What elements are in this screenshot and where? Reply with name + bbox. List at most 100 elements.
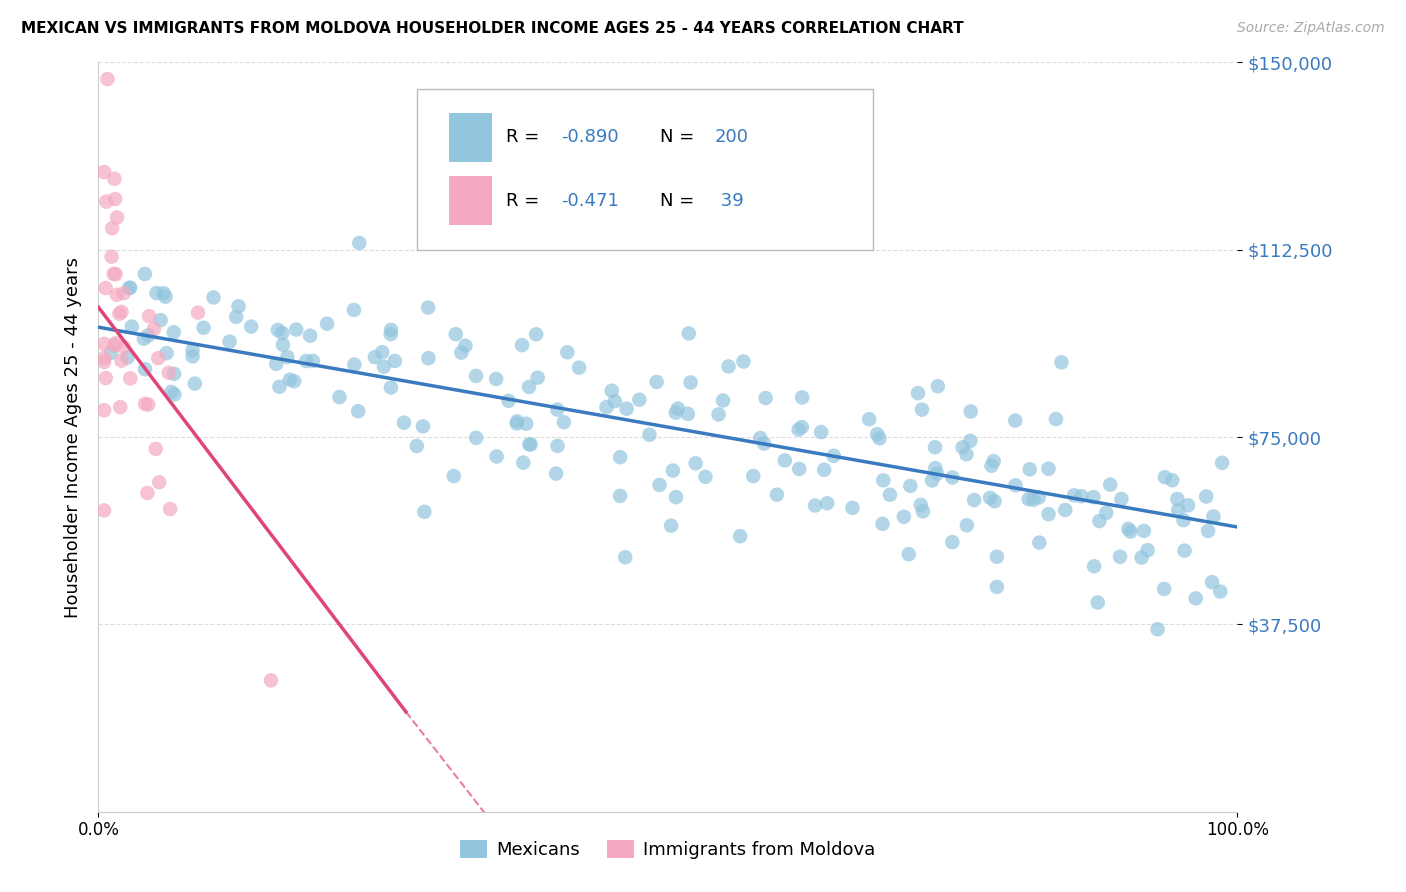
Point [413, 505, 436, 519]
Text: -0.471: -0.471 [561, 193, 619, 211]
Point [278, 373, 301, 387]
Point [766, 488, 789, 502]
Point [110, 305, 132, 319]
Point [103, 267, 125, 281]
Point [872, 473, 894, 487]
Point [118, 281, 141, 295]
Point [804, 499, 827, 513]
Point [465, 368, 488, 383]
Point [645, 375, 668, 389]
Point [138, 309, 160, 323]
Point [1038, 461, 1060, 475]
Point [614, 550, 637, 565]
Text: R =: R = [506, 128, 546, 146]
Point [155, 290, 177, 304]
Point [299, 328, 322, 343]
Point [1118, 522, 1140, 536]
Point [1099, 477, 1122, 491]
Point [202, 290, 225, 304]
Point [1197, 524, 1219, 538]
Point [927, 379, 949, 393]
Point [450, 345, 472, 359]
Point [1201, 575, 1223, 590]
Point [145, 442, 167, 456]
Point [328, 390, 350, 404]
Point [134, 267, 156, 281]
Point [134, 362, 156, 376]
Point [121, 319, 143, 334]
Point [963, 493, 986, 508]
Point [184, 376, 207, 391]
Text: MEXICAN VS IMMIGRANTS FROM MOLDOVA HOUSEHOLDER INCOME AGES 25 - 44 YEARS CORRELA: MEXICAN VS IMMIGRANTS FROM MOLDOVA HOUSE… [21, 21, 963, 36]
Point [103, 171, 125, 186]
Point [108, 307, 131, 321]
Text: Source: ZipAtlas.com: Source: ZipAtlas.com [1237, 21, 1385, 35]
Point [112, 286, 135, 301]
Point [1028, 535, 1050, 549]
Point [955, 447, 977, 461]
Point [517, 380, 540, 394]
Point [163, 325, 186, 339]
Point [1111, 491, 1133, 506]
Point [515, 417, 537, 431]
Point [159, 502, 181, 516]
Point [1133, 524, 1156, 538]
Point [454, 339, 477, 353]
Point [924, 440, 946, 454]
Point [1209, 584, 1232, 599]
Point [1022, 492, 1045, 507]
Point [790, 420, 813, 434]
Point [717, 359, 740, 374]
Point [921, 474, 943, 488]
Point [823, 449, 845, 463]
FancyBboxPatch shape [449, 113, 492, 162]
Point [384, 354, 406, 368]
Point [163, 367, 186, 381]
Point [941, 470, 963, 484]
Point [678, 326, 700, 341]
Point [380, 380, 402, 394]
Point [1174, 543, 1197, 558]
Text: 200: 200 [714, 128, 748, 146]
Point [628, 392, 651, 407]
Point [911, 504, 934, 518]
Point [980, 458, 1002, 473]
Point [228, 299, 250, 313]
Point [240, 319, 263, 334]
Point [648, 478, 671, 492]
Point [665, 490, 688, 504]
Point [155, 346, 177, 360]
Point [742, 469, 765, 483]
FancyBboxPatch shape [449, 176, 492, 225]
Point [149, 313, 172, 327]
Point [225, 310, 247, 324]
Point [666, 401, 689, 416]
Point [93, 503, 115, 517]
Point [100, 346, 122, 360]
Point [897, 547, 920, 561]
Point [105, 288, 128, 302]
Point [134, 397, 156, 411]
Point [443, 469, 465, 483]
Point [910, 498, 932, 512]
Point [841, 500, 863, 515]
Point [371, 345, 394, 359]
Point [373, 359, 395, 374]
Point [1109, 549, 1132, 564]
Point [754, 436, 776, 450]
Point [157, 366, 180, 380]
Point [506, 417, 529, 431]
Point [283, 374, 305, 388]
Point [163, 387, 186, 401]
Point [104, 267, 127, 281]
Point [93, 355, 115, 369]
Point [93, 165, 115, 179]
Point [773, 453, 796, 467]
Point [276, 350, 298, 364]
Point [343, 358, 366, 372]
Point [364, 350, 387, 364]
Point [343, 302, 366, 317]
Point [380, 323, 402, 337]
Point [105, 211, 128, 225]
Point [104, 192, 127, 206]
